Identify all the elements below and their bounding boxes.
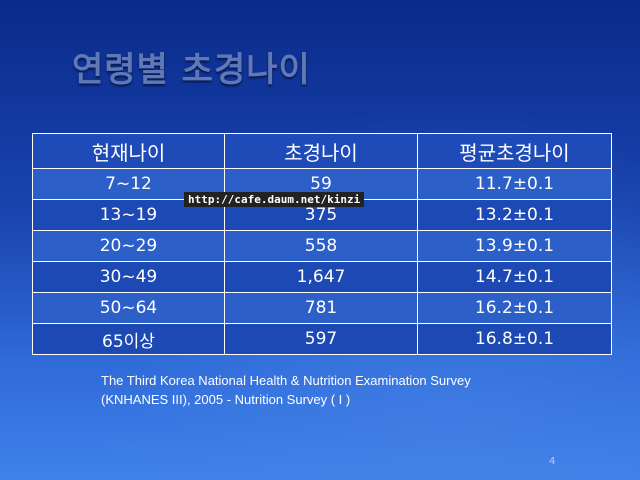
header-current-age: 현재나이 [32, 133, 225, 169]
cell-average-age: 11.7±0.1 [417, 168, 612, 200]
table-row: 50~64 781 16.2±0.1 [32, 292, 612, 324]
table-row: 30~49 1,647 14.7±0.1 [32, 261, 612, 293]
age-menarche-table: 현재나이 초경나이 평균초경나이 7~12 59 11.7±0.1 13~19 … [32, 133, 612, 355]
source-line-1: The Third Korea National Health & Nutrit… [101, 373, 471, 388]
table-row: 65이상 597 16.8±0.1 [32, 323, 612, 355]
watermark-url: http://cafe.daum.net/kinzi [184, 192, 365, 207]
header-average-menarche-age: 평균초경나이 [417, 133, 612, 169]
cell-current-age: 65이상 [32, 323, 225, 355]
cell-menarche-count: 558 [224, 230, 418, 262]
cell-current-age: 20~29 [32, 230, 225, 262]
cell-current-age: 7~12 [32, 168, 225, 200]
cell-menarche-count: 597 [224, 323, 418, 355]
cell-menarche-count: 781 [224, 292, 418, 324]
header-menarche-age: 초경나이 [224, 133, 418, 169]
cell-average-age: 14.7±0.1 [417, 261, 612, 293]
table-header-row: 현재나이 초경나이 평균초경나이 [32, 133, 612, 169]
cell-average-age: 13.2±0.1 [417, 199, 612, 231]
cell-current-age: 50~64 [32, 292, 225, 324]
slide-title: 연령별 초경나이 [72, 50, 311, 90]
source-line-2: (KNHANES III), 2005 - Nutrition Survey (… [101, 392, 351, 407]
source-note: The Third Korea National Health & Nutrit… [101, 371, 601, 409]
cell-average-age: 16.2±0.1 [417, 292, 612, 324]
cell-average-age: 16.8±0.1 [417, 323, 612, 355]
table-row: 7~12 59 11.7±0.1 [32, 168, 612, 200]
page-number: 4 [549, 456, 556, 467]
cell-current-age: 30~49 [32, 261, 225, 293]
table-row: 20~29 558 13.9±0.1 [32, 230, 612, 262]
cell-average-age: 13.9±0.1 [417, 230, 612, 262]
cell-menarche-count: 1,647 [224, 261, 418, 293]
